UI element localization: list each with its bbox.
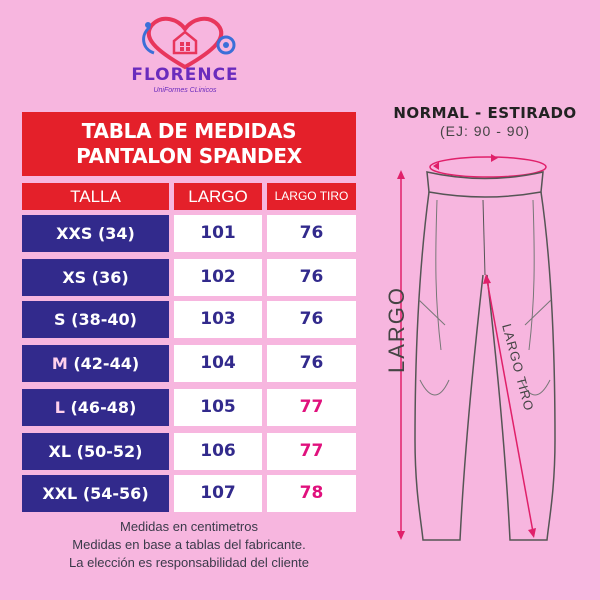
size-range: (46-48) [70,398,137,417]
tiro-value: 76 [267,259,356,296]
size-letter: L [54,398,65,417]
size-range: (50-52) [76,442,143,461]
size-range: (34) [97,224,135,243]
brand-name: FLORENCE [131,65,239,85]
table-title: TABLA DE MEDIDAS PANTALON SPANDEX [22,112,356,176]
size-letter: XXL [42,484,78,503]
size-range: (42-44) [73,354,140,373]
largo-value: 102 [174,259,262,296]
tiro-value: 78 [267,475,356,512]
size-range: (38-40) [71,310,137,329]
table-title-line1: TABLA DE MEDIDAS [81,119,297,143]
size-range: (54-56) [82,484,149,503]
diagram-subtitle: (EJ: 90 - 90) [439,123,531,139]
note-line: Medidas en centimetros [119,519,258,534]
header-talla: TALLA [22,183,169,210]
table-row-size: XXL (54-56) [22,475,169,512]
table-row-size: M (42-44) [22,345,169,382]
table-row-size: XL (50-52) [22,433,169,470]
size-letter: XXS [56,224,93,243]
largo-value: 106 [174,433,262,470]
note-line: Medidas en base a tablas del fabricante. [72,537,306,552]
tiro-value: 76 [267,345,356,382]
largo-value: 101 [174,215,262,252]
table-row-size: S (38-40) [22,301,169,338]
size-letter: S [54,310,66,329]
table-row-size: XS (36) [22,259,169,296]
heart-stethoscope-house-icon [142,16,236,70]
size-range: (36) [91,268,129,287]
tiro-value: 76 [267,215,356,252]
note-line: La elección es responsabilidad del clien… [69,555,309,570]
header-largo-tiro: LARGO TIRO [267,183,356,210]
table-row-size: L (46-48) [22,389,169,426]
header-largo: LARGO [174,183,262,210]
largo-value: 104 [174,345,262,382]
waist-arrow [429,156,547,178]
largo-label: LARGO [384,285,409,373]
size-letter: XL [48,442,72,461]
left-leg-outline [414,191,484,541]
leggings-outline-icon [397,154,556,541]
size-notes: Medidas en centimetros Medidas en base a… [22,518,356,572]
largo-value: 107 [174,475,262,512]
table-row-size: XXS (34) [22,215,169,252]
right-leg-outline [486,191,556,541]
brand-tagline: UniFormes CLinicos [153,87,217,94]
size-letter: M [51,354,68,373]
waistband [426,171,544,198]
tiro-value: 77 [267,433,356,470]
tiro-value: 76 [267,301,356,338]
largo-value: 103 [174,301,262,338]
brand-logo: FLORENCE UniFormes CLinicos [120,15,250,105]
largo-tiro-arrow [486,279,534,533]
largo-value: 105 [174,389,262,426]
diagram-title: NORMAL - ESTIRADO [393,104,577,122]
table-title-line2: PANTALON SPANDEX [76,144,302,168]
size-letter: XS [62,268,87,287]
tiro-value: 77 [267,389,356,426]
